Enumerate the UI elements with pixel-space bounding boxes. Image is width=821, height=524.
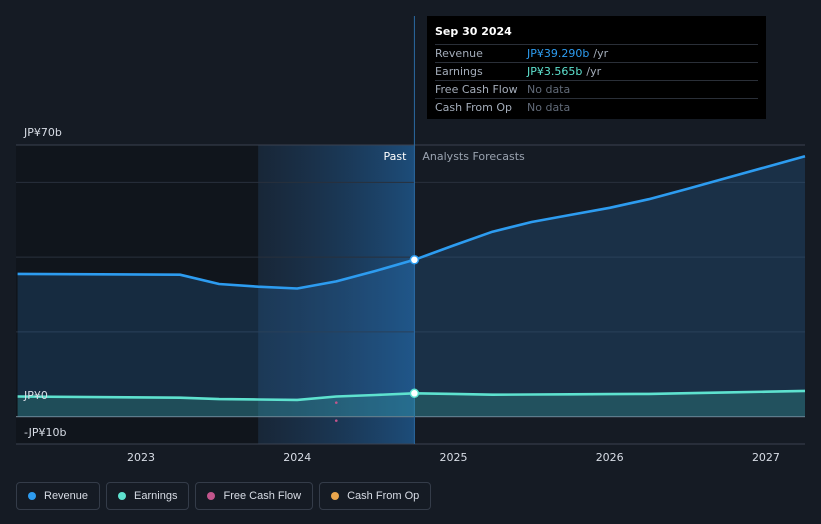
series-lines [17, 154, 806, 402]
legend-dot-icon [331, 492, 340, 500]
tooltip-label: Earnings [435, 65, 483, 78]
revenue-line [17, 154, 806, 290]
legend-label: Earnings [134, 490, 178, 502]
y-tick-label: JP¥0 [23, 389, 48, 402]
series-areas [17, 156, 806, 417]
past-region-dark [16, 145, 259, 444]
free-cash-flow-point [334, 419, 338, 422]
legend-label: Cash From Op [347, 490, 420, 502]
tooltip-unit: /yr [593, 47, 609, 60]
past-label: Past [383, 150, 407, 163]
free-cash-flow-point [334, 401, 338, 404]
tooltip-value: No data [527, 101, 571, 114]
legend-label: Free Cash Flow [223, 490, 302, 502]
x-tick-label: 2025 [439, 451, 467, 464]
legend-label: Revenue [44, 490, 89, 502]
chart-legend: Revenue Earnings Free Cash Flow Cash Fro… [16, 482, 432, 510]
x-tick-label: 2026 [596, 451, 624, 464]
forecast-label: Analysts Forecasts [422, 150, 525, 163]
x-tick-label: 2027 [752, 451, 780, 464]
tooltip-row-cash-from-op: Cash From Op No data [435, 98, 758, 116]
tooltip-value: No data [527, 83, 571, 96]
legend-dot-icon [118, 492, 127, 500]
earnings-area [17, 390, 806, 417]
tooltip-label: Cash From Op [435, 101, 513, 114]
chart-background [16, 145, 415, 444]
revenue-area [17, 156, 806, 417]
legend-item-earnings[interactable]: Earnings [106, 482, 190, 510]
y-tick-label: -JP¥10b [24, 426, 66, 439]
hover-markers [334, 255, 420, 422]
tooltip-row-free-cash-flow: Free Cash Flow No data [435, 80, 758, 98]
legend-dot-icon [207, 492, 216, 500]
x-tick-label: 2024 [283, 451, 311, 464]
legend-item-free-cash-flow[interactable]: Free Cash Flow [195, 482, 314, 510]
tooltip-label: Revenue [435, 47, 483, 60]
x-tick-label: 2023 [127, 451, 155, 464]
tooltip-unit: /yr [586, 65, 602, 78]
revenue-hover-marker [409, 255, 420, 265]
tooltip-value: JP¥39.290b [527, 47, 590, 60]
axis-labels: JP¥70b JP¥0 -JP¥10b 2023 2024 2025 2026 2027 Pas… [23, 126, 780, 464]
tooltip-label: Free Cash Flow [435, 83, 518, 96]
legend-dot-icon [28, 492, 36, 500]
tooltip-row-revenue: Revenue JP¥39.290b /yr [435, 44, 758, 62]
y-tick-label: JP¥70b [23, 126, 62, 139]
legend-item-cash-from-op[interactable]: Cash From Op [319, 482, 432, 510]
tooltip-row-earnings: Earnings JP¥3.565b /yr [435, 62, 758, 80]
data-tooltip: Sep 30 2024 Revenue JP¥39.290b /yr Earni… [427, 16, 766, 119]
legend-item-revenue[interactable]: Revenue [16, 482, 101, 510]
tooltip-value: JP¥3.565b [527, 65, 583, 78]
earnings-hover-marker [409, 388, 420, 399]
earnings-line [17, 389, 806, 402]
tooltip-date: Sep 30 2024 [435, 25, 512, 38]
